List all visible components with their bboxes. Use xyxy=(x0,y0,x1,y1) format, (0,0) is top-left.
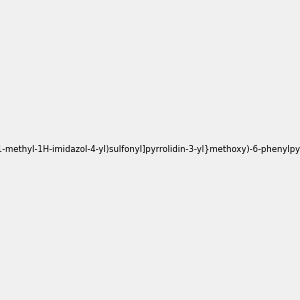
Text: 3-({1-[(1-methyl-1H-imidazol-4-yl)sulfonyl]pyrrolidin-3-yl}methoxy)-6-phenylpyri: 3-({1-[(1-methyl-1H-imidazol-4-yl)sulfon… xyxy=(0,146,300,154)
